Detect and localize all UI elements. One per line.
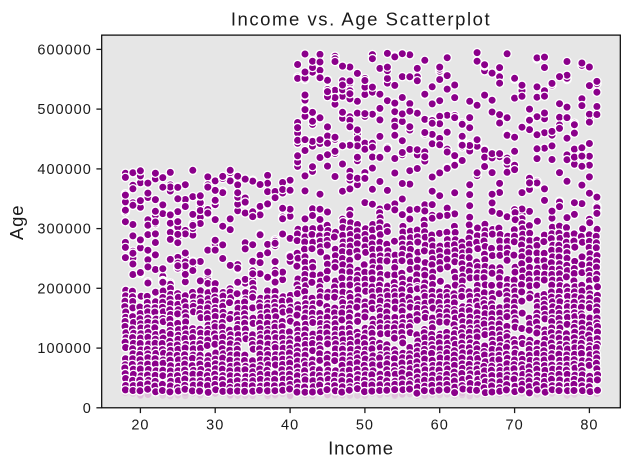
svg-text:200000: 200000: [37, 281, 91, 297]
svg-text:Income: Income: [328, 438, 394, 459]
svg-text:100000: 100000: [37, 341, 91, 357]
svg-text:50: 50: [356, 417, 374, 433]
svg-text:0: 0: [83, 401, 92, 417]
svg-text:400000: 400000: [37, 162, 91, 178]
svg-text:30: 30: [206, 417, 224, 433]
svg-text:Income vs. Age Scatterplot: Income vs. Age Scatterplot: [231, 9, 491, 30]
svg-text:20: 20: [131, 417, 149, 433]
svg-text:40: 40: [281, 417, 299, 433]
svg-text:70: 70: [506, 417, 524, 433]
svg-text:500000: 500000: [37, 102, 91, 118]
svg-text:60: 60: [431, 417, 449, 433]
svg-text:300000: 300000: [37, 222, 91, 238]
svg-text:80: 80: [580, 417, 598, 433]
svg-text:600000: 600000: [37, 42, 91, 58]
svg-text:Age: Age: [6, 205, 27, 240]
